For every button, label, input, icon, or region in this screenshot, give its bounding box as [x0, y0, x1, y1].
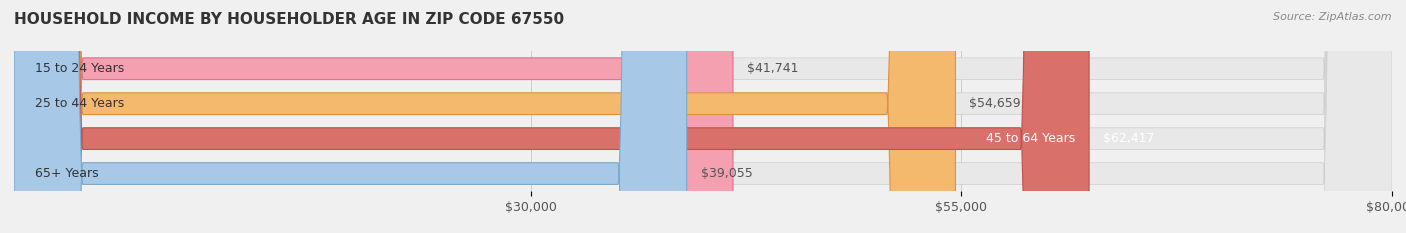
Text: $62,417: $62,417 [1102, 132, 1154, 145]
Text: HOUSEHOLD INCOME BY HOUSEHOLDER AGE IN ZIP CODE 67550: HOUSEHOLD INCOME BY HOUSEHOLDER AGE IN Z… [14, 12, 564, 27]
FancyBboxPatch shape [14, 0, 1392, 233]
FancyBboxPatch shape [14, 0, 1392, 233]
Text: 65+ Years: 65+ Years [35, 167, 98, 180]
Text: 25 to 44 Years: 25 to 44 Years [35, 97, 124, 110]
FancyBboxPatch shape [14, 0, 1392, 233]
FancyBboxPatch shape [14, 0, 733, 233]
Text: $41,741: $41,741 [747, 62, 799, 75]
FancyBboxPatch shape [14, 0, 1392, 233]
Text: Source: ZipAtlas.com: Source: ZipAtlas.com [1274, 12, 1392, 22]
Text: 45 to 64 Years: 45 to 64 Years [986, 132, 1076, 145]
Text: $39,055: $39,055 [700, 167, 752, 180]
Text: $54,659: $54,659 [969, 97, 1021, 110]
FancyBboxPatch shape [14, 0, 956, 233]
FancyBboxPatch shape [14, 0, 686, 233]
FancyBboxPatch shape [14, 0, 1090, 233]
Text: 15 to 24 Years: 15 to 24 Years [35, 62, 124, 75]
